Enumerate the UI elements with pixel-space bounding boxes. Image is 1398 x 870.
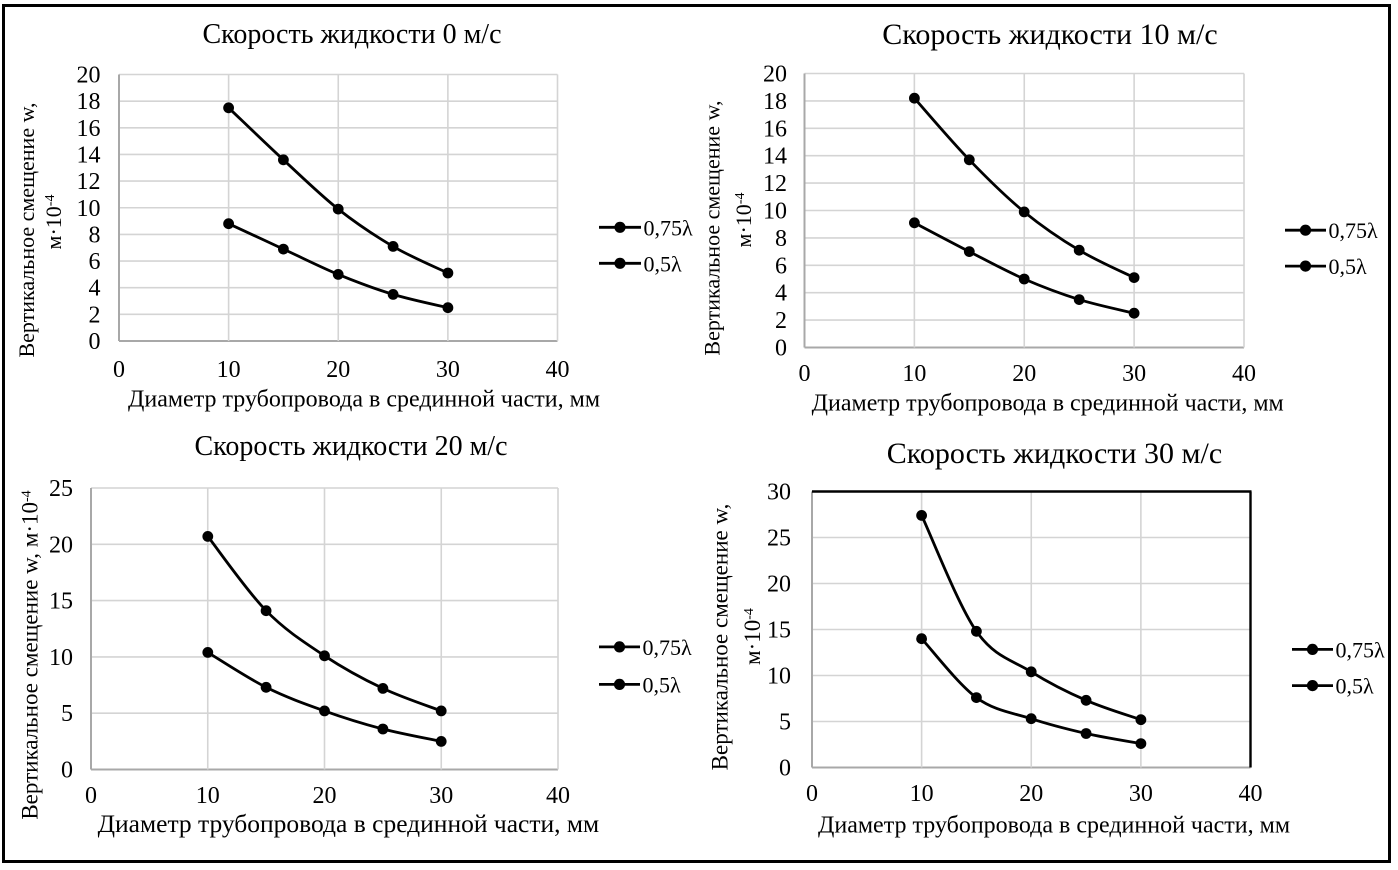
svg-text:10: 10 xyxy=(902,361,926,387)
svg-text:0: 0 xyxy=(806,781,818,807)
svg-text:4: 4 xyxy=(89,276,101,302)
svg-text:18: 18 xyxy=(763,89,787,115)
svg-text:8: 8 xyxy=(89,222,101,248)
svg-text:Скорость жидкости 0 м/с: Скорость жидкости 0 м/с xyxy=(202,19,501,50)
svg-text:20: 20 xyxy=(49,532,73,558)
svg-text:0: 0 xyxy=(775,336,787,362)
svg-text:0,5λ: 0,5λ xyxy=(643,672,682,697)
svg-text:0,5λ: 0,5λ xyxy=(644,251,683,276)
svg-text:0,5λ: 0,5λ xyxy=(1329,254,1368,279)
svg-text:0: 0 xyxy=(85,783,97,809)
svg-text:25: 25 xyxy=(767,526,791,552)
svg-text:6: 6 xyxy=(89,249,101,275)
svg-text:20: 20 xyxy=(326,357,350,383)
svg-text:0,75λ: 0,75λ xyxy=(1336,637,1386,662)
svg-text:4: 4 xyxy=(775,281,787,307)
svg-text:Скорость жидкости 10 м/с: Скорость жидкости 10 м/с xyxy=(882,18,1217,51)
svg-text:0,75λ: 0,75λ xyxy=(644,215,694,240)
svg-text:20: 20 xyxy=(313,783,337,809)
svg-text:Вертикальное смещение w, м·10-: Вертикальное смещение w, м·10-4 xyxy=(18,490,43,819)
svg-text:0: 0 xyxy=(113,357,125,383)
svg-text:14: 14 xyxy=(763,144,787,170)
svg-text:Диаметр трубопровода в срединн: Диаметр трубопровода в срединной части, … xyxy=(128,387,600,413)
svg-text:12: 12 xyxy=(77,169,101,195)
svg-text:Вертикальное смещение w,: Вертикальное смещение w, xyxy=(700,100,725,355)
svg-text:10: 10 xyxy=(763,199,787,225)
svg-text:30: 30 xyxy=(1122,361,1146,387)
svg-text:Скорость жидкости 30 м/с: Скорость жидкости 30 м/с xyxy=(887,437,1222,470)
svg-text:20: 20 xyxy=(763,62,787,88)
svg-text:2: 2 xyxy=(89,302,101,328)
svg-text:0,75λ: 0,75λ xyxy=(1329,218,1379,243)
svg-text:10: 10 xyxy=(49,645,73,671)
svg-text:20: 20 xyxy=(767,572,791,598)
svg-text:2: 2 xyxy=(775,308,787,334)
svg-text:0: 0 xyxy=(799,361,811,387)
svg-text:30: 30 xyxy=(429,783,453,809)
svg-text:Диаметр трубопровода в срединн: Диаметр трубопровода в срединной части, … xyxy=(98,809,600,838)
svg-text:Вертикальное смещение w,: Вертикальное смещение w, xyxy=(708,504,733,771)
svg-text:30: 30 xyxy=(1129,781,1153,807)
svg-text:0: 0 xyxy=(779,756,791,782)
svg-text:5: 5 xyxy=(61,701,73,727)
svg-text:18: 18 xyxy=(77,89,101,115)
svg-text:0: 0 xyxy=(61,758,73,784)
svg-text:40: 40 xyxy=(546,357,570,383)
svg-text:40: 40 xyxy=(1232,361,1256,387)
svg-text:10: 10 xyxy=(196,783,220,809)
svg-text:Вертикальное смещение w,: Вертикальное смещение w, xyxy=(14,102,39,357)
svg-text:Скорость жидкости 20 м/с: Скорость жидкости 20 м/с xyxy=(194,431,507,462)
svg-text:30: 30 xyxy=(767,480,791,506)
svg-text:10: 10 xyxy=(767,664,791,690)
svg-text:0: 0 xyxy=(89,329,101,355)
svg-text:0,5λ: 0,5λ xyxy=(1336,674,1375,699)
svg-text:8: 8 xyxy=(775,226,787,252)
svg-text:0,75λ: 0,75λ xyxy=(643,635,693,660)
svg-text:25: 25 xyxy=(49,476,73,502)
svg-text:40: 40 xyxy=(546,783,570,809)
svg-text:16: 16 xyxy=(763,116,787,142)
svg-text:20: 20 xyxy=(77,63,101,89)
svg-text:20: 20 xyxy=(1019,781,1043,807)
svg-text:10: 10 xyxy=(217,357,241,383)
svg-text:10: 10 xyxy=(910,781,934,807)
svg-text:16: 16 xyxy=(77,116,101,142)
svg-text:15: 15 xyxy=(767,618,791,644)
svg-text:12: 12 xyxy=(763,171,787,197)
svg-text:30: 30 xyxy=(436,357,460,383)
svg-text:Диаметр трубопровода в срединн: Диаметр трубопровода в срединной части, … xyxy=(812,391,1284,417)
svg-text:10: 10 xyxy=(77,196,101,222)
svg-text:6: 6 xyxy=(775,253,787,279)
svg-text:Диаметр трубопровода в срединн: Диаметр трубопровода в срединной части, … xyxy=(818,813,1290,839)
svg-text:20: 20 xyxy=(1012,361,1036,387)
svg-text:14: 14 xyxy=(77,142,101,168)
svg-text:40: 40 xyxy=(1239,781,1263,807)
svg-text:5: 5 xyxy=(779,710,791,736)
svg-text:15: 15 xyxy=(49,589,73,615)
